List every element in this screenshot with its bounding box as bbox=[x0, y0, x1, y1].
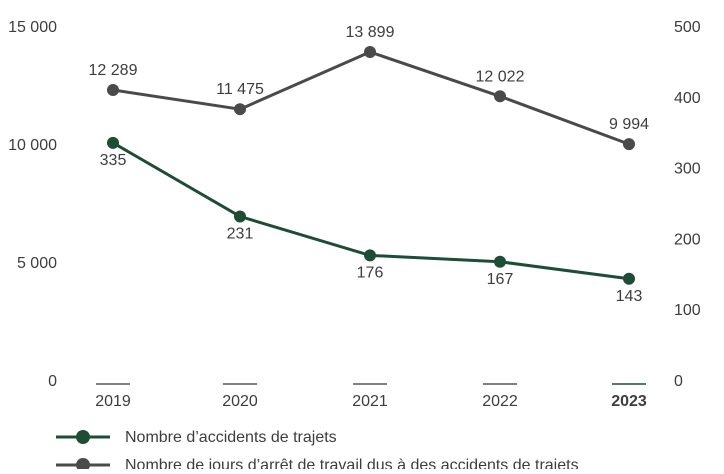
data-point-jours-arret bbox=[234, 103, 246, 116]
y-left-tick-label: 5 000 bbox=[17, 255, 57, 272]
data-point-jours-arret bbox=[364, 45, 376, 58]
data-point-jours-arret bbox=[623, 138, 635, 151]
data-point-jours-arret bbox=[494, 90, 506, 103]
y-left-tick-label: 15 000 bbox=[8, 19, 57, 36]
legend-label: Nombre d’accidents de trajets bbox=[125, 429, 337, 446]
y-left-tick-label: 0 bbox=[48, 373, 57, 390]
y-right-tick-label: 200 bbox=[674, 231, 701, 248]
data-label-jours-arret: 11 475 bbox=[216, 81, 264, 98]
y-left-tick-label: 10 000 bbox=[8, 137, 57, 154]
data-label-jours-arret: 13 899 bbox=[346, 24, 395, 41]
data-point-accidents bbox=[234, 210, 246, 223]
data-point-accidents bbox=[364, 249, 376, 262]
data-label-accidents: 167 bbox=[487, 271, 514, 288]
x-tick-label: 2023 bbox=[611, 393, 647, 410]
x-tick-label: 2021 bbox=[352, 393, 388, 410]
x-tick-label: 2022 bbox=[482, 393, 518, 410]
x-tick-label: 2019 bbox=[95, 393, 131, 410]
legend-marker bbox=[76, 458, 90, 472]
data-label-jours-arret: 9 994 bbox=[609, 116, 649, 133]
data-label-accidents: 176 bbox=[357, 264, 384, 281]
data-label-accidents: 335 bbox=[100, 152, 127, 169]
series-line-jours-arret bbox=[112, 50, 630, 146]
data-label-jours-arret: 12 289 bbox=[89, 62, 138, 79]
data-label-accidents: 231 bbox=[227, 225, 254, 242]
data-label-accidents: 143 bbox=[616, 288, 643, 305]
y-right-tick-label: 100 bbox=[674, 302, 701, 319]
x-tick-label: 2020 bbox=[222, 393, 258, 410]
legend-marker bbox=[76, 430, 90, 444]
legend-label: Nombre de jours d’arrêt de travail dus à… bbox=[125, 457, 579, 469]
data-point-accidents bbox=[623, 272, 635, 285]
y-right-tick-label: 500 bbox=[674, 19, 701, 36]
data-point-accidents bbox=[107, 136, 119, 149]
y-right-tick-label: 0 bbox=[674, 373, 683, 390]
data-point-accidents bbox=[494, 255, 506, 268]
data-point-jours-arret bbox=[107, 83, 119, 96]
y-right-tick-label: 300 bbox=[674, 161, 701, 178]
data-label-jours-arret: 12 022 bbox=[476, 68, 525, 85]
y-right-tick-label: 400 bbox=[674, 90, 701, 107]
